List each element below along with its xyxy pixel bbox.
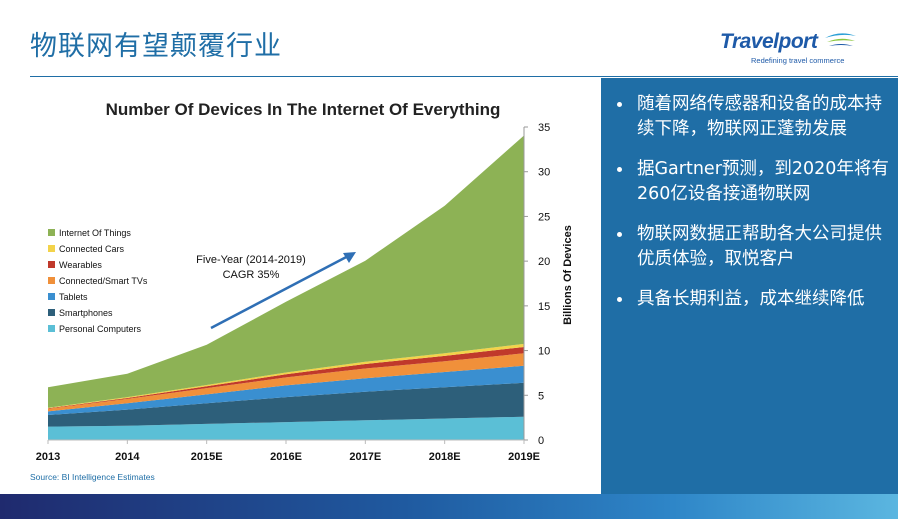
chart-legend: Internet Of Things Connected Cars Wearable… — [48, 228, 148, 334]
x-tick-label: 2018E — [429, 451, 461, 463]
y-tick-label: 0 — [538, 435, 544, 447]
annotation-line-1: Five-Year (2014-2019) — [196, 254, 306, 266]
bullet-list: 随着网络传感器和设备的成本持续下降，物联网正蓬勃发展 据Gartner预测，到2… — [615, 92, 891, 327]
area-connected-smart-tvs — [48, 353, 524, 412]
key-points-panel: 随着网络传感器和设备的成本持续下降，物联网正蓬勃发展 据Gartner预测，到2… — [601, 78, 898, 494]
bullet-item: 具备长期利益，成本继续降低 — [615, 287, 891, 312]
logo-swoosh-icon — [825, 33, 856, 46]
footer-gradient-bar — [0, 494, 898, 519]
area-smartphones — [48, 382, 524, 427]
bullet-dot-icon — [617, 167, 622, 172]
source-note: Source: BI Intelligence Estimates — [30, 472, 155, 482]
legend-swatch — [48, 261, 55, 268]
bullet-dot-icon — [617, 232, 622, 237]
devices-area-chart: Number Of Devices In The Internet Of Eve… — [36, 100, 574, 463]
y-tick-label: 30 — [538, 167, 550, 179]
area-tablets — [48, 365, 524, 415]
y-tick-label: 35 — [538, 122, 550, 134]
bullet-item: 据Gartner预测，到2020年将有260亿设备接通物联网 — [615, 157, 891, 207]
travelport-logo: Travelport Redefining travel commerce — [720, 28, 880, 68]
bullet-dot-icon — [617, 102, 622, 107]
logo-name: Travelport — [720, 30, 818, 53]
x-axis-ticks: 2013 2014 2015E 2016E 2017E 2018E 2019E — [36, 439, 540, 463]
bullet-item: 物联网数据正帮助各大公司提供优质体验，取悦客户 — [615, 222, 891, 272]
legend-label: Connected/Smart TVs — [59, 276, 148, 286]
legend-swatch — [48, 245, 55, 252]
title-divider — [30, 76, 898, 77]
slide-title: 物联网有望颠覆行业 — [30, 31, 282, 62]
legend-label: Smartphones — [59, 308, 113, 318]
y-tick-label: 25 — [538, 211, 550, 223]
area-internet-of-things — [48, 135, 524, 408]
y-tick-label: 20 — [538, 256, 550, 268]
y-tick-label: 10 — [538, 346, 550, 358]
bullet-item: 随着网络传感器和设备的成本持续下降，物联网正蓬勃发展 — [615, 92, 891, 142]
x-tick-label: 2019E — [508, 451, 540, 463]
bullet-text: 据Gartner预测，到2020年将有260亿设备接通物联网 — [637, 159, 889, 204]
y-tick-label: 5 — [538, 390, 544, 402]
bullet-text: 随着网络传感器和设备的成本持续下降，物联网正蓬勃发展 — [637, 94, 882, 139]
bullet-text: 物联网数据正帮助各大公司提供优质体验，取悦客户 — [637, 224, 882, 269]
area-wearables — [48, 347, 524, 409]
chart-title: Number Of Devices In The Internet Of Eve… — [106, 100, 501, 119]
legend-swatch — [48, 309, 55, 316]
bullet-text: 具备长期利益，成本继续降低 — [637, 289, 865, 309]
annotation-line-2: CAGR 35% — [223, 269, 280, 281]
cagr-annotation: Five-Year (2014-2019) CAGR 35% — [196, 252, 356, 330]
legend-swatch — [48, 229, 55, 236]
legend-label: Tablets — [59, 292, 88, 302]
y-tick-label: 15 — [538, 301, 550, 313]
area-connected-cars — [48, 343, 524, 409]
bullet-dot-icon — [617, 297, 622, 302]
y-axis-label: Billions Of Devices — [562, 225, 574, 325]
legend-swatch — [48, 277, 55, 284]
legend-label: Internet Of Things — [59, 228, 131, 238]
x-tick-label: 2014 — [115, 451, 140, 463]
logo-tagline: Redefining travel commerce — [751, 56, 845, 65]
y-axis-ticks: 0 5 10 15 20 25 30 35 — [523, 122, 550, 447]
x-tick-label: 2015E — [191, 451, 223, 463]
x-tick-label: 2013 — [36, 451, 60, 463]
x-tick-label: 2016E — [270, 451, 302, 463]
legend-label: Wearables — [59, 260, 102, 270]
legend-label: Connected Cars — [59, 244, 125, 254]
chart-areas — [48, 135, 524, 440]
annotation-arrow — [210, 252, 353, 330]
annotation-arrowhead — [343, 252, 356, 263]
legend-label: Personal Computers — [59, 324, 142, 334]
area-personal-computers — [48, 416, 524, 440]
legend-swatch — [48, 293, 55, 300]
legend-swatch — [48, 325, 55, 332]
x-tick-label: 2017E — [349, 451, 381, 463]
